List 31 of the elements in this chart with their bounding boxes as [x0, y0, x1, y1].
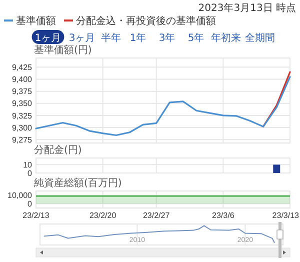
- y-tick-label: 0: [28, 200, 33, 209]
- text: 3年: [158, 32, 176, 44]
- line-series: [35, 76, 291, 136]
- chart-subtitle: 2023年3月13日 時点: [198, 2, 296, 14]
- text: 1ヶ月: [34, 33, 62, 44]
- y-tick-label: 9,300: [12, 123, 33, 132]
- y-axis-title: 純資産総額(百万円): [34, 177, 122, 189]
- y-tick-label: 10,000: [8, 191, 33, 200]
- y-axis-title: 基準価額(円): [34, 44, 92, 56]
- text: 年初来: [211, 32, 241, 44]
- legend-label: 分配金込・再投資後の基準価額: [76, 15, 216, 27]
- y-tick-label: 9,425: [12, 62, 33, 72]
- y-tick-label: 9,325: [12, 111, 33, 120]
- y-tick-label: 0: [28, 168, 33, 178]
- text: 1年: [130, 32, 146, 44]
- text: 全期間: [245, 32, 275, 44]
- legend-label: 基準価額: [16, 15, 56, 27]
- text: 3ヶ月: [68, 33, 96, 44]
- y-tick-label: 9,275: [12, 135, 33, 144]
- x-tick-label: 23/3/13: [272, 211, 300, 220]
- y-tick-label: 9,400: [12, 75, 33, 84]
- x-tick-label: 23/3/6: [212, 211, 235, 220]
- x-tick-label: 23/2/13: [22, 211, 50, 220]
- x-tick-label: 23/2/27: [142, 211, 170, 220]
- y-tick-label: 9,375: [12, 87, 33, 96]
- y-tick-label: 10: [23, 160, 33, 170]
- x-tick-label: 23/2/20: [89, 211, 117, 220]
- y-tick-label: 9,350: [12, 99, 33, 108]
- text: 5年: [188, 32, 204, 44]
- text: 半年: [101, 32, 121, 44]
- y-axis-title: 分配金(円): [34, 144, 82, 156]
